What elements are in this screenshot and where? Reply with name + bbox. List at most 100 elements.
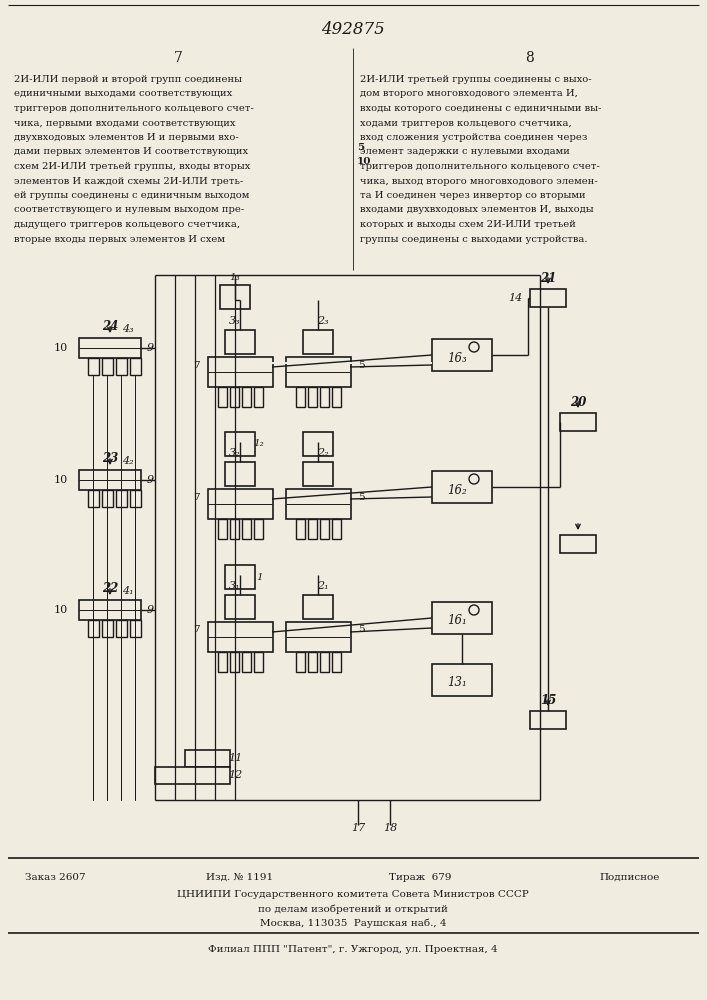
Bar	[272, 362, 432, 364]
Text: 9: 9	[147, 475, 154, 485]
Text: та И соединен через инвертор со вторыми: та И соединен через инвертор со вторыми	[360, 191, 585, 200]
Text: дом второго многовходового элемента И,: дом второго многовходового элемента И,	[360, 90, 578, 99]
Bar	[332, 387, 341, 407]
Bar	[303, 330, 333, 354]
Bar	[218, 519, 227, 539]
Text: которых и выходы схем 2И-ИЛИ третьей: которых и выходы схем 2И-ИЛИ третьей	[360, 220, 576, 229]
Bar	[432, 602, 492, 634]
Text: 10: 10	[357, 157, 371, 166]
Text: 24: 24	[102, 320, 118, 334]
Bar	[308, 387, 317, 407]
Text: 10: 10	[54, 343, 68, 353]
Text: по делам изобретений и открытий: по делам изобретений и открытий	[258, 905, 448, 914]
Text: 16₁: 16₁	[447, 614, 467, 628]
Text: единичными выходами соответствующих: единичными выходами соответствующих	[14, 90, 233, 99]
Bar	[308, 652, 317, 672]
Bar	[225, 565, 255, 589]
Bar	[79, 470, 141, 490]
Text: 5: 5	[357, 142, 364, 151]
Bar	[225, 595, 255, 619]
Bar	[332, 519, 341, 539]
Bar	[254, 519, 263, 539]
Text: Подписное: Подписное	[600, 873, 660, 882]
Text: 7: 7	[173, 51, 182, 65]
Text: Заказ 2607: Заказ 2607	[25, 873, 86, 882]
Bar	[432, 339, 492, 371]
Bar	[320, 387, 329, 407]
Text: схем 2И-ИЛИ третьей группы, входы вторых: схем 2И-ИЛИ третьей группы, входы вторых	[14, 162, 250, 171]
Text: 9: 9	[147, 605, 154, 615]
Text: 3₁: 3₁	[229, 581, 241, 591]
Text: 21: 21	[540, 272, 556, 286]
Text: элементов И каждой схемы 2И-ИЛИ треть-: элементов И каждой схемы 2И-ИЛИ треть-	[14, 176, 243, 186]
Text: ходами триггеров кольцевого счетчика,: ходами триггеров кольцевого счетчика,	[360, 118, 572, 127]
Text: 15: 15	[540, 694, 556, 708]
Bar	[286, 622, 351, 652]
Text: 5: 5	[358, 492, 365, 502]
Text: 2И-ИЛИ первой и второй групп соединены: 2И-ИЛИ первой и второй групп соединены	[14, 75, 242, 84]
Text: 9: 9	[147, 343, 154, 353]
Text: 16₃: 16₃	[447, 352, 467, 364]
Bar	[218, 387, 227, 407]
Text: Тираж  679: Тираж 679	[389, 873, 451, 882]
Bar	[320, 519, 329, 539]
Text: Москва, 113035  Раушская наб., 4: Москва, 113035 Раушская наб., 4	[259, 918, 446, 928]
Text: входы которого соединены с единичными вы-: входы которого соединены с единичными вы…	[360, 104, 602, 113]
Bar	[560, 413, 596, 431]
Bar	[560, 535, 596, 553]
Text: 1₃: 1₃	[230, 273, 240, 282]
Bar	[254, 652, 263, 672]
Bar	[88, 620, 99, 637]
Text: 5: 5	[358, 626, 365, 635]
Bar	[303, 595, 333, 619]
Text: 22: 22	[102, 582, 118, 595]
Bar	[286, 357, 351, 387]
Text: 8: 8	[525, 51, 534, 65]
Text: 12: 12	[228, 770, 242, 780]
Bar	[116, 490, 127, 507]
Bar	[102, 620, 113, 637]
Bar	[225, 432, 255, 456]
Text: 3₂: 3₂	[229, 448, 241, 458]
Bar	[208, 489, 273, 519]
Text: триггеров дополнительного кольцевого счет-: триггеров дополнительного кольцевого сче…	[14, 104, 254, 113]
Text: 2₁: 2₁	[317, 581, 329, 591]
Bar	[130, 620, 141, 637]
Bar	[185, 750, 230, 767]
Text: Изд. № 1191: Изд. № 1191	[206, 873, 274, 882]
Bar	[116, 620, 127, 637]
Text: 4₃: 4₃	[122, 324, 134, 334]
Text: 7: 7	[194, 360, 200, 369]
Text: 11: 11	[228, 753, 242, 763]
Text: дыдущего триггеров кольцевого счетчика,: дыдущего триггеров кольцевого счетчика,	[14, 220, 240, 229]
Bar	[225, 462, 255, 486]
Text: 10: 10	[54, 605, 68, 615]
Bar	[296, 652, 305, 672]
Bar	[286, 489, 351, 519]
Text: чика, выход второго многовходового элемен-: чика, выход второго многовходового элеме…	[360, 176, 597, 186]
Text: ей группы соединены с единичным выходом: ей группы соединены с единичным выходом	[14, 191, 250, 200]
Bar	[332, 652, 341, 672]
Text: группы соединены с выходами устройства.: группы соединены с выходами устройства.	[360, 234, 588, 243]
Bar	[530, 289, 566, 307]
Text: 7: 7	[194, 492, 200, 502]
Text: Филиал ППП "Патент", г. Ужгород, ул. Проектная, 4: Филиал ППП "Патент", г. Ужгород, ул. Про…	[208, 945, 498, 954]
Text: 4₁: 4₁	[122, 586, 134, 596]
Text: 16₂: 16₂	[447, 484, 467, 496]
Text: 1: 1	[257, 572, 263, 582]
Text: 1₂: 1₂	[254, 440, 264, 448]
Bar	[432, 471, 492, 503]
Text: 2И-ИЛИ третьей группы соединены с выхо-: 2И-ИЛИ третьей группы соединены с выхо-	[360, 75, 592, 84]
Bar	[308, 519, 317, 539]
Bar	[303, 462, 333, 486]
Text: 7: 7	[194, 626, 200, 635]
Text: двухвходовых элементов И и первыми вхо-: двухвходовых элементов И и первыми вхо-	[14, 133, 239, 142]
Text: дами первых элементов И соответствующих: дами первых элементов И соответствующих	[14, 147, 248, 156]
Bar	[320, 652, 329, 672]
Bar	[230, 519, 239, 539]
Text: 2₂: 2₂	[317, 448, 329, 458]
Text: 17: 17	[351, 823, 365, 833]
Bar	[116, 358, 127, 375]
Bar	[303, 432, 333, 456]
Text: 10: 10	[54, 475, 68, 485]
